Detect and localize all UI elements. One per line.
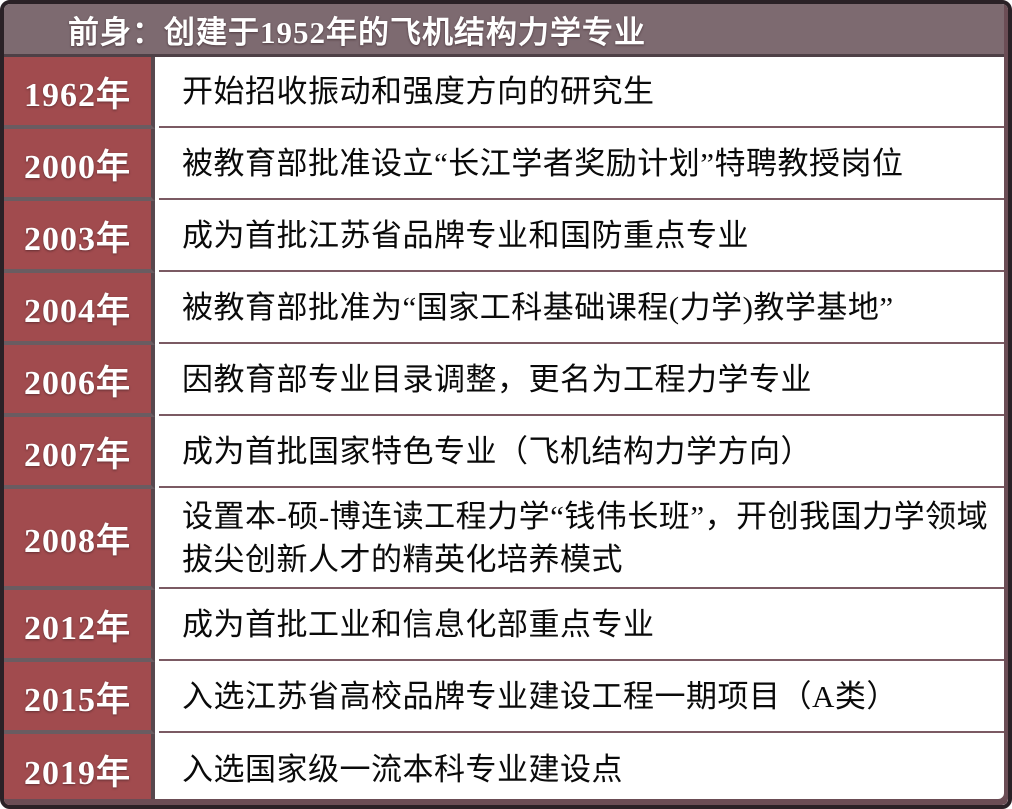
year-label: 2015年 bbox=[24, 681, 131, 719]
timeline-row: 2008年 设置本-硕-博连读工程力学“钱伟长班”，开创我国力学领域拔尖创新人才… bbox=[4, 489, 1008, 590]
description-text: 被教育部批准为“国家工科基础课程(力学)教学基地” bbox=[182, 289, 894, 325]
description-cell: 因教育部专业目录调整，更名为工程力学专业 bbox=[155, 345, 1008, 417]
year-cell: 2008年 bbox=[4, 489, 155, 590]
description-text: 成为首批工业和信息化部重点专业 bbox=[182, 606, 655, 642]
description-text: 入选国家级一流本科专业建设点 bbox=[182, 752, 623, 787]
timeline-row: 2015年 入选江苏省高校品牌专业建设工程一期项目（A类） bbox=[4, 662, 1008, 734]
timeline-row: 1962年 开始招收振动和强度方向的研究生 bbox=[4, 57, 1008, 129]
year-cell: 2004年 bbox=[4, 273, 155, 345]
year-label: 2019年 bbox=[24, 755, 131, 792]
description-text: 入选江苏省高校品牌专业建设工程一期项目（A类） bbox=[182, 678, 898, 714]
description-cell: 成为首批工业和信息化部重点专业 bbox=[155, 590, 1008, 662]
timeline-row: 2006年 因教育部专业目录调整，更名为工程力学专业 bbox=[4, 345, 1008, 417]
description-text: 设置本-硕-博连读工程力学“钱伟长班”，开创我国力学领域拔尖创新人才的精英化培养… bbox=[182, 498, 989, 577]
description-cell: 被教育部批准为“国家工科基础课程(力学)教学基地” bbox=[155, 273, 1008, 345]
header-bar: 前身：创建于1952年的飞机结构力学专业 bbox=[4, 4, 1008, 57]
year-label: 2006年 bbox=[24, 364, 131, 402]
description-cell: 入选国家级一流本科专业建设点 bbox=[155, 734, 1008, 805]
timeline-body: 1962年 开始招收振动和强度方向的研究生 2000年 被教育部批准设立“长江学… bbox=[4, 57, 1008, 805]
description-cell: 入选江苏省高校品牌专业建设工程一期项目（A类） bbox=[155, 662, 1008, 734]
year-label: 2012年 bbox=[24, 609, 131, 647]
timeline-row: 2007年 成为首批国家特色专业（飞机结构力学方向） bbox=[4, 417, 1008, 489]
year-label: 2008年 bbox=[24, 523, 131, 560]
year-cell: 2015年 bbox=[4, 662, 155, 734]
year-cell: 2006年 bbox=[4, 345, 155, 417]
year-cell: 2019年 bbox=[4, 734, 155, 805]
year-cell: 2012年 bbox=[4, 590, 155, 662]
description-cell: 被教育部批准设立“长江学者奖励计划”特聘教授岗位 bbox=[155, 129, 1008, 201]
header-title: 前身：创建于1952年的飞机结构力学专业 bbox=[68, 14, 646, 50]
year-label: 1962年 bbox=[24, 76, 131, 114]
year-cell: 2007年 bbox=[4, 417, 155, 489]
timeline-row: 2019年 入选国家级一流本科专业建设点 bbox=[4, 734, 1008, 805]
year-cell: 2000年 bbox=[4, 129, 155, 201]
description-text: 成为首批江苏省品牌专业和国防重点专业 bbox=[182, 217, 749, 253]
year-cell: 1962年 bbox=[4, 57, 155, 129]
year-label: 2004年 bbox=[24, 292, 131, 330]
description-cell: 成为首批江苏省品牌专业和国防重点专业 bbox=[155, 201, 1008, 273]
timeline-row: 2003年 成为首批江苏省品牌专业和国防重点专业 bbox=[4, 201, 1008, 273]
year-label: 2003年 bbox=[24, 220, 131, 258]
timeline-row: 2012年 成为首批工业和信息化部重点专业 bbox=[4, 590, 1008, 662]
timeline-row: 2000年 被教育部批准设立“长江学者奖励计划”特聘教授岗位 bbox=[4, 129, 1008, 201]
description-text: 开始招收振动和强度方向的研究生 bbox=[182, 73, 655, 109]
description-text: 成为首批国家特色专业（飞机结构力学方向） bbox=[182, 433, 812, 469]
description-text: 被教育部批准设立“长江学者奖励计划”特聘教授岗位 bbox=[182, 145, 904, 181]
year-label: 2000年 bbox=[24, 148, 131, 186]
description-cell: 成为首批国家特色专业（飞机结构力学方向） bbox=[155, 417, 1008, 489]
description-cell: 设置本-硕-博连读工程力学“钱伟长班”，开创我国力学领域拔尖创新人才的精英化培养… bbox=[155, 489, 1008, 590]
year-label: 2007年 bbox=[24, 436, 131, 474]
description-text: 因教育部专业目录调整，更名为工程力学专业 bbox=[182, 361, 812, 397]
description-cell: 开始招收振动和强度方向的研究生 bbox=[155, 57, 1008, 129]
timeline-row: 2004年 被教育部批准为“国家工科基础课程(力学)教学基地” bbox=[4, 273, 1008, 345]
year-cell: 2003年 bbox=[4, 201, 155, 273]
